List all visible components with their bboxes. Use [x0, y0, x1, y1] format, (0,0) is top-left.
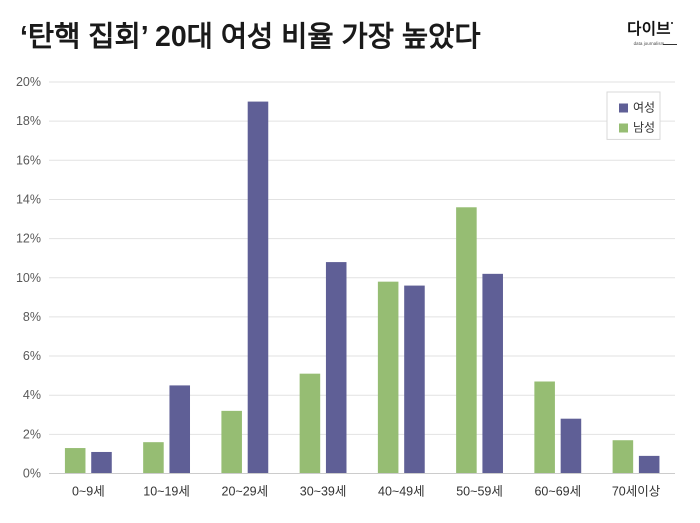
svg-text:10~19세: 10~19세 — [143, 485, 190, 499]
svg-text:20~29세: 20~29세 — [222, 485, 269, 499]
svg-text:8%: 8% — [23, 310, 41, 324]
svg-text:60~69세: 60~69세 — [534, 485, 581, 499]
svg-text:2%: 2% — [23, 427, 41, 441]
svg-text:여성: 여성 — [633, 101, 655, 115]
svg-text:14%: 14% — [16, 192, 41, 206]
svg-text:40~49세: 40~49세 — [378, 485, 425, 499]
svg-text:남성: 남성 — [633, 121, 655, 135]
svg-text:70세이상: 70세이상 — [612, 485, 661, 499]
svg-text:0~9세: 0~9세 — [72, 485, 105, 499]
svg-text:12%: 12% — [16, 232, 41, 246]
svg-text:4%: 4% — [23, 388, 41, 402]
svg-text:6%: 6% — [23, 349, 41, 363]
svg-text:0%: 0% — [23, 467, 41, 481]
svg-text:10%: 10% — [16, 271, 41, 285]
svg-text:50~59세: 50~59세 — [456, 485, 503, 499]
svg-text:20%: 20% — [16, 75, 41, 89]
svg-text:18%: 18% — [16, 114, 41, 128]
svg-text:16%: 16% — [16, 153, 41, 167]
svg-text:30~39세: 30~39세 — [300, 485, 347, 499]
